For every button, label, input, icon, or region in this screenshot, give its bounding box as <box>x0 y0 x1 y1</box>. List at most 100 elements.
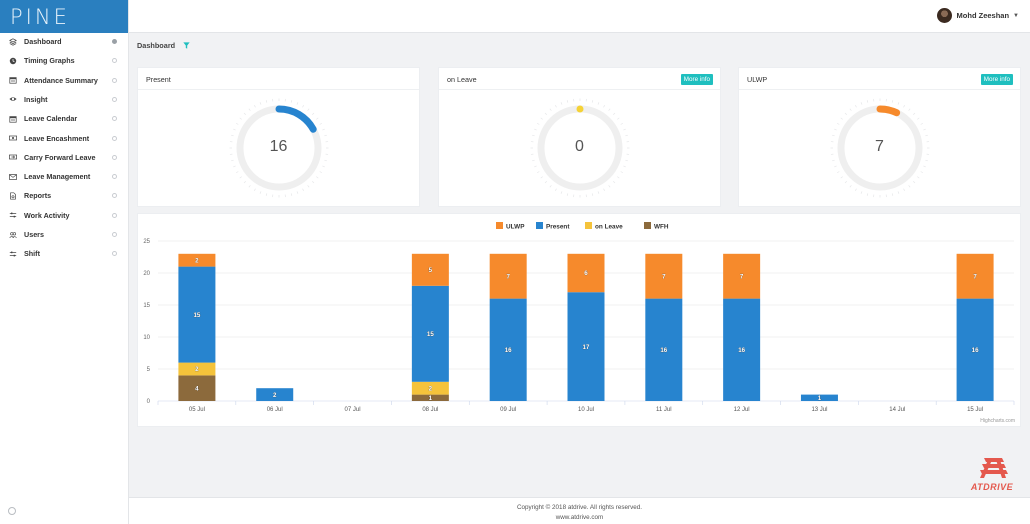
sidebar-item-reports[interactable]: Reports <box>0 186 128 205</box>
gauge-tick <box>860 102 862 105</box>
status-dot-icon <box>112 77 117 83</box>
ulwp-card: ULWP More info 7 <box>738 67 1021 207</box>
gauge-tick <box>533 128 537 131</box>
sidebar-item-label: Work Activity <box>24 210 70 220</box>
sidebar-item-label: Users <box>24 230 44 239</box>
sliders-icon <box>9 250 17 258</box>
legend-label[interactable]: on Leave <box>595 223 623 230</box>
status-dot-icon <box>112 193 117 199</box>
gauge-tick <box>554 188 557 192</box>
status-dot-icon <box>112 58 117 64</box>
bar-segment[interactable] <box>489 298 527 401</box>
sidebar-item-work-activity[interactable]: Work Activity <box>0 206 128 225</box>
bar-segment[interactable] <box>178 362 216 376</box>
gauge-tick <box>253 188 256 192</box>
avatar[interactable] <box>936 8 952 23</box>
sidebar-item-users[interactable]: Users <box>0 225 128 244</box>
gauge-tick <box>916 117 919 120</box>
gauge-tick <box>624 159 628 162</box>
gauge-tick <box>622 128 626 131</box>
legend-label[interactable]: ULWP <box>506 223 525 230</box>
bar-segment[interactable] <box>956 298 994 401</box>
legend-swatch[interactable] <box>644 222 651 229</box>
status-dot-icon <box>112 251 117 257</box>
bar-segment[interactable] <box>411 381 449 395</box>
gauge-tick <box>844 180 847 184</box>
top-header: Mohd Zeeshan ▼ <box>129 0 1030 33</box>
data-label: 2 <box>429 385 433 392</box>
card-title: Present <box>146 75 171 84</box>
legend-swatch[interactable] <box>585 222 592 229</box>
x-tick-label: 11 Jul <box>656 407 672 413</box>
breadcrumb: Dashboard <box>137 41 190 50</box>
bar-segment[interactable] <box>723 298 761 401</box>
gauge-tick <box>854 104 857 108</box>
bar-segment[interactable] <box>489 253 527 299</box>
data-label: 4 <box>195 385 199 392</box>
gauge-arc <box>576 105 583 113</box>
gauge-tick <box>566 100 568 103</box>
bar-segment[interactable] <box>567 253 605 293</box>
settings-icon[interactable] <box>8 507 16 515</box>
gauge-tick <box>840 176 843 179</box>
gauge-tick <box>612 180 615 184</box>
bar-segment[interactable] <box>645 298 683 401</box>
app-logo[interactable]: PINE <box>0 0 128 33</box>
user-menu[interactable]: Mohd Zeeshan ▼ <box>936 8 1019 23</box>
bar-segment[interactable] <box>723 253 761 299</box>
bar-segment[interactable] <box>567 292 605 401</box>
sidebar-item-leave-management[interactable]: Leave Management <box>0 167 128 186</box>
gauge-tick <box>924 159 928 162</box>
gauge-tick <box>259 102 261 105</box>
gauge-tick <box>897 191 899 194</box>
bar-segment[interactable] <box>256 388 294 401</box>
filter-icon[interactable] <box>183 42 190 49</box>
sidebar-item-attendance-summary[interactable]: Attendance Summary <box>0 71 128 90</box>
gauge-tick <box>544 112 547 116</box>
caret-down-icon[interactable]: ▼ <box>1013 12 1019 19</box>
user-name[interactable]: Mohd Zeeshan <box>956 11 1010 20</box>
sidebar: PINE Dashboard Timing Graphs Attendance Su… <box>0 0 129 524</box>
page-title: Dashboard <box>137 41 176 50</box>
bar-segment[interactable] <box>800 394 838 401</box>
x-tick-label: 08 Jul <box>422 407 438 413</box>
gauge-tick <box>891 100 893 103</box>
chart-credit[interactable]: Highcharts.com <box>980 418 1015 424</box>
eye-icon <box>9 95 17 103</box>
more-info-button[interactable]: More info <box>980 74 1013 85</box>
bar-segment[interactable] <box>411 394 449 401</box>
sidebar-item-label: Shift <box>24 249 40 259</box>
legend-swatch[interactable] <box>536 222 543 229</box>
legend-swatch[interactable] <box>496 222 503 229</box>
calendar-icon <box>9 115 17 123</box>
sidebar-item-dashboard[interactable]: Dashboard <box>0 32 128 51</box>
bar-segment[interactable] <box>956 253 994 299</box>
sidebar-item-leave-encashment[interactable]: Leave Encashment <box>0 129 128 148</box>
bar-segment[interactable] <box>178 375 216 401</box>
more-info-button[interactable]: More info <box>680 74 713 85</box>
sidebar-item-leave-calendar[interactable]: Leave Calendar <box>0 109 128 128</box>
status-dot-icon <box>112 39 117 44</box>
legend-label[interactable]: Present <box>546 223 570 230</box>
data-label: 6 <box>584 270 588 277</box>
gauge-tick <box>840 117 843 120</box>
sidebar-item-carry-forward-leave[interactable]: Carry Forward Leave <box>0 148 128 167</box>
gauge-tick <box>253 104 256 108</box>
gauge-tick <box>922 128 926 131</box>
sidebar-item-insight[interactable]: Insight <box>0 90 128 109</box>
sidebar-item-timing-graphs[interactable]: Timing Graphs <box>0 51 128 70</box>
bar-segment[interactable] <box>411 285 449 382</box>
sidebar-item-shift[interactable]: Shift <box>0 244 128 263</box>
website-link[interactable]: www.atdrive.com <box>555 514 604 521</box>
legend-label[interactable]: WFH <box>654 223 669 230</box>
bar-segment[interactable] <box>411 253 449 286</box>
footer: Copyright © 2018 atdrive. All rights res… <box>129 497 1030 524</box>
bar-segment[interactable] <box>178 266 216 363</box>
gauge-tick <box>922 165 926 168</box>
gauge-tick <box>232 165 236 168</box>
bar-segment[interactable] <box>178 253 216 267</box>
data-label: 1 <box>429 395 433 402</box>
bar-segment[interactable] <box>645 253 683 299</box>
gauge-tick <box>624 134 628 137</box>
